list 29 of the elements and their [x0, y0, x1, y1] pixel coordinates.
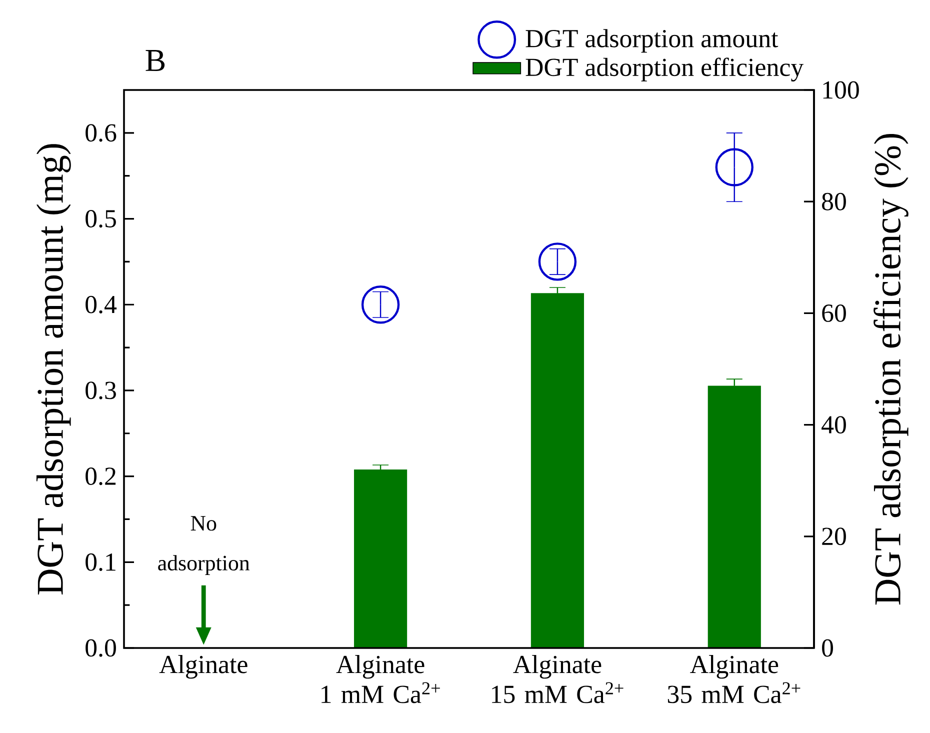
legend-label: DGT adsorption efficiency	[526, 58, 804, 82]
y2-axis-title: DGT adsorption efficiency (%)	[874, 134, 908, 605]
point	[361, 286, 400, 324]
y-tick-label: 0.2	[86, 468, 116, 486]
annotation: No adsorption	[158, 516, 250, 575]
x-tick-label: Alginate 15 mM Ca$^{2+}$	[492, 655, 624, 704]
y-tick-label: 0.3	[86, 382, 116, 400]
y2-tick-label: 60	[822, 304, 846, 322]
point	[538, 242, 577, 281]
x-tick-label: Alginate	[159, 655, 248, 679]
legend-label: DGT adsorption amount	[526, 29, 778, 53]
y2-tick-label: 40	[822, 416, 846, 434]
chart-title: B	[146, 50, 165, 72]
y-tick-label: 0.0	[86, 639, 116, 657]
bar	[354, 469, 408, 648]
y-axis-title: DGT adsorption amount (mg)	[36, 144, 71, 594]
bar	[708, 386, 761, 648]
point	[715, 148, 754, 186]
y-tick-label: 0.6	[86, 124, 116, 142]
x-tick-label: Alginate 1 mM Ca$^{2+}$	[322, 655, 440, 704]
y2-tick-label: 0	[822, 639, 834, 657]
y-tick-label: 0.5	[86, 210, 116, 228]
y-tick-label: 0.1	[86, 553, 116, 571]
y-tick-label: 0.4	[86, 296, 117, 314]
bar	[530, 293, 584, 648]
y2-tick-label: 80	[822, 192, 846, 210]
y2-tick-label: 100	[823, 81, 859, 99]
y2-tick-label: 20	[822, 528, 846, 546]
x-tick-label: Alginate 35 mM Ca$^{2+}$	[668, 655, 800, 704]
